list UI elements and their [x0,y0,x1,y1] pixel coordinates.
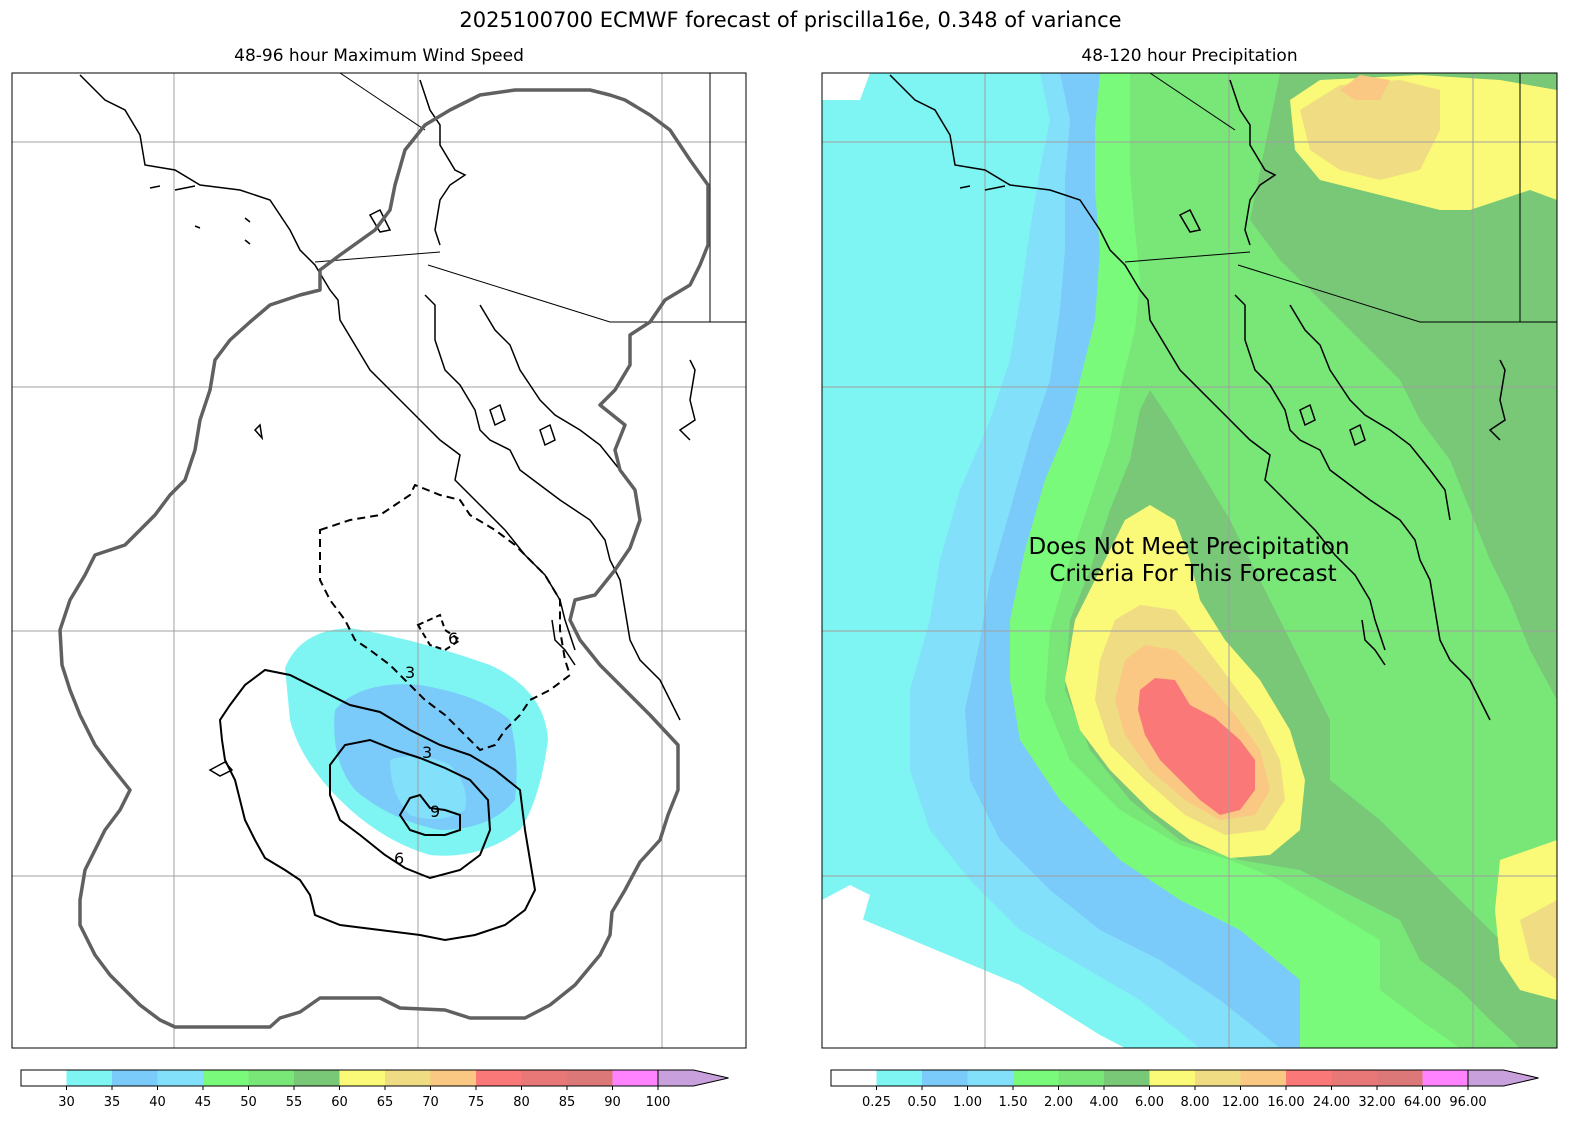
precip-colorbar-tick-label: 1.50 [999,1095,1028,1110]
wind-colorbar-tick-label: 90 [604,1095,621,1110]
precip-colorbar-swatch [1149,1070,1196,1086]
figure-title: 2025100700 ECMWF forecast of priscilla16… [459,8,1122,32]
wind-colorbar-swatch [21,1070,67,1086]
contour-label-9: 9 [430,802,440,821]
no-criteria-annotation-line1: Does Not Meet Precipitation [1028,534,1349,560]
left-colorbar: 30 35 40 45 50 55 60 65 70 75 80 85 90 100 [20,1069,729,1110]
contour-label-6a: 6 [448,629,458,648]
precip-colorbar-tick-label: 16.00 [1267,1095,1304,1110]
right-colorbar: 0.25 0.50 1.00 1.50 2.00 4.00 6.00 8.00 12.00 16.… [830,1069,1539,1110]
right-borders [1124,73,1557,323]
left-map-background [12,73,746,1048]
precip-colorbar-swatch [876,1070,923,1086]
contour-3-dashed [319,483,572,752]
precip-colorbar-swatch [1286,1070,1332,1086]
contour-9 [398,793,461,836]
precip-colorbar-tick-label: 0.50 [908,1095,937,1110]
wind-colorbar-tick-label: 75 [468,1095,485,1110]
left-gridlines [12,73,746,1048]
left-panel: 3 3 6 6 9 [11,72,747,1049]
precip-colorbar-swatch [1331,1070,1378,1086]
wind-colorbar-swatch [66,1070,113,1086]
wind-colorbar-swatch [339,1070,386,1086]
right-gridlines [822,73,1557,1048]
contour-6-dashed [416,613,462,652]
wind-colorbar-swatch [476,1070,522,1086]
wind-colorbar-tick-label: 85 [559,1095,576,1110]
wind-colorbar-tick-label: 100 [646,1095,671,1110]
left-coastlines [79,74,696,777]
wind-colorbar-tick-label: 55 [286,1095,303,1110]
wind-colorbar-swatch [385,1070,431,1086]
wind-colorbar-swatch [294,1070,340,1086]
wind-swath-outline [58,88,710,1029]
precip-colorbar-swatch [1422,1070,1469,1086]
precip-fill [822,73,1557,1048]
precip-colorbar-tick-label: 4.00 [1090,1095,1119,1110]
precip-colorbar-tick-label: 64.00 [1404,1095,1441,1110]
wind-colorbar-tick-label: 70 [422,1095,439,1110]
precip-colorbar-tick-label: 32.00 [1358,1095,1395,1110]
wind-colorbar-tick-label: 45 [195,1095,212,1110]
no-criteria-annotation-line2: Criteria For This Forecast [1049,561,1336,587]
wind-colorbar-swatch [203,1070,249,1086]
wind-colorbar-swatch [612,1070,659,1086]
precip-colorbar-tick-label: 0.25 [862,1095,891,1110]
wind-colorbar-swatch [157,1070,204,1086]
precip-colorbar-tick-label: 96.00 [1449,1095,1486,1110]
precip-colorbar-extend-arrow [1467,1069,1539,1087]
wind-colorbar-tick-label: 65 [377,1095,394,1110]
precip-colorbar-swatch [1195,1070,1241,1086]
wind-contours [218,483,572,942]
contour-labels: 3 3 6 6 9 [394,629,458,868]
wind-colorbar-tick-label: 60 [331,1095,348,1110]
wind-colorbar-swatch [567,1070,613,1086]
precip-colorbar-swatch [1240,1070,1287,1086]
wind-colorbar-swatch [112,1070,158,1086]
left-panel-title: 48-96 hour Maximum Wind Speed [234,46,524,66]
precip-colorbar-swatch [1058,1070,1105,1086]
wind-colorbar-swatch [248,1070,295,1086]
precip-colorbar-tick-label: 1.00 [953,1095,982,1110]
contour-label-6b: 6 [394,849,404,868]
precip-colorbar-swatch [967,1070,1014,1086]
wind-colorbar-tick-label: 80 [513,1095,530,1110]
precip-colorbar-swatch [922,1070,968,1086]
wind-colorbar-swatch [521,1070,568,1086]
wind-colorbar-tick-label: 35 [104,1095,121,1110]
wind-fill-40 [390,756,466,819]
precip-colorbar-tick-label: 6.00 [1135,1095,1164,1110]
contour-label-3a: 3 [405,663,415,682]
right-coastlines [889,74,1506,721]
contour-3-solid [329,738,492,880]
wind-colorbar-tick-label: 50 [240,1095,257,1110]
precip-colorbar-tick-label: 8.00 [1181,1095,1210,1110]
right-panel-title: 48-120 hour Precipitation [1081,46,1298,66]
precip-colorbar-swatch [831,1070,877,1086]
left-map-frame [11,72,747,1049]
right-map-frame [821,72,1558,1049]
precip-colorbar-swatch [1104,1070,1150,1086]
contour-6 [218,668,537,942]
precip-colorbar-tick-label: 12.00 [1222,1095,1259,1110]
wind-colorbar-swatch [430,1070,477,1086]
wind-colorbar-extend-arrow [657,1069,729,1087]
wind-colorbar-tick-label: 30 [58,1095,75,1110]
precip-colorbar-swatch [1013,1070,1059,1086]
left-borders [314,73,746,323]
right-panel: Does Not Meet Precipitation Criteria For… [821,72,1558,1049]
precip-colorbar-tick-label: 2.00 [1044,1095,1073,1110]
precip-colorbar-swatch [1377,1070,1423,1086]
wind-colorbar-tick-label: 40 [149,1095,166,1110]
contour-label-3b: 3 [422,743,432,762]
precip-colorbar-tick-label: 24.00 [1313,1095,1350,1110]
